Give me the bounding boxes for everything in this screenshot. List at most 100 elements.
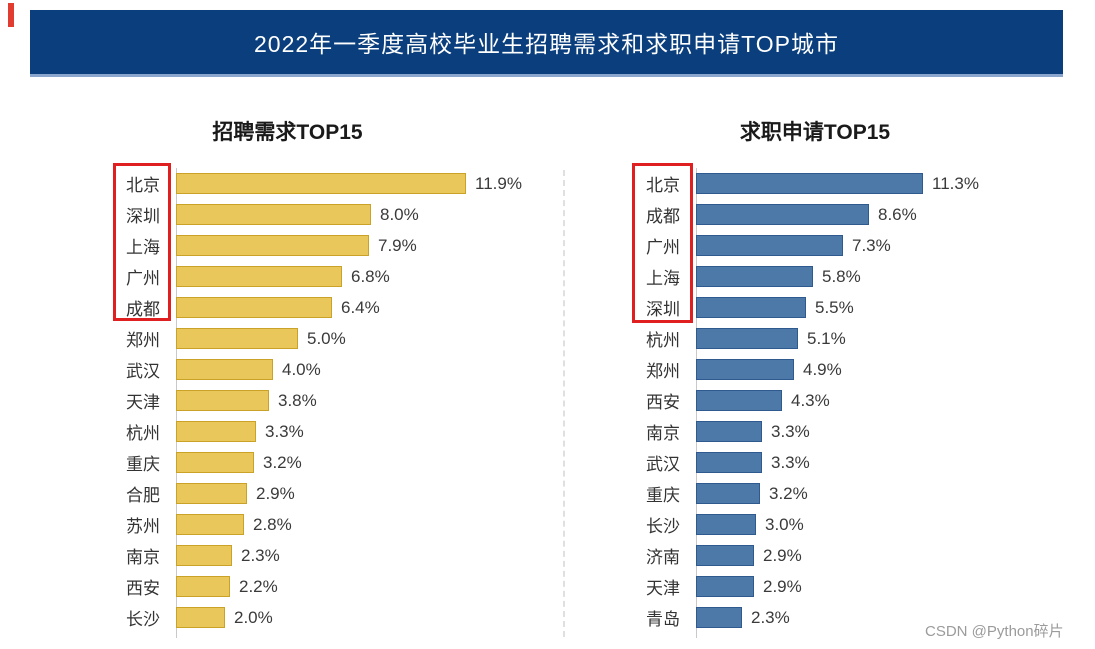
category-label: 长沙 (126, 610, 160, 629)
bar-wrap: 3.8% (176, 385, 555, 416)
page-edge-red-marker (8, 3, 14, 27)
value-label: 2.9% (256, 483, 295, 503)
chart-row: 南京 3.3% (550, 416, 1095, 447)
bar-wrap: 3.2% (176, 447, 555, 478)
value-label: 3.3% (265, 421, 304, 441)
value-label: 5.0% (307, 328, 346, 348)
chart-row: 杭州 3.3% (30, 416, 555, 447)
category-label: 济南 (646, 548, 680, 567)
value-label: 5.8% (822, 266, 861, 286)
value-label: 6.4% (341, 297, 380, 317)
bar (696, 204, 869, 225)
value-label: 11.9% (475, 173, 522, 193)
category-label: 成都 (646, 207, 680, 226)
bar-wrap: 8.6% (696, 199, 1095, 230)
bar-wrap: 4.9% (696, 354, 1095, 385)
bar-wrap: 3.2% (696, 478, 1095, 509)
chart-row: 北京 11.3% (550, 168, 1095, 199)
value-label: 6.8% (351, 266, 390, 286)
bar (176, 297, 332, 318)
bar (696, 297, 806, 318)
value-label: 2.3% (241, 545, 280, 565)
chart-row: 南京 2.3% (30, 540, 555, 571)
dashed-separator-line (563, 170, 565, 637)
bar-wrap: 5.1% (696, 323, 1095, 354)
bar-wrap: 6.4% (176, 292, 555, 323)
bar (176, 204, 371, 225)
bar-wrap: 5.8% (696, 261, 1095, 292)
bar (176, 235, 369, 256)
value-label: 2.0% (234, 607, 273, 627)
category-label: 合肥 (126, 486, 160, 505)
category-label: 南京 (646, 424, 680, 443)
chart-row: 武汉 4.0% (30, 354, 555, 385)
bar-wrap: 2.3% (176, 540, 555, 571)
category-label: 天津 (646, 579, 680, 598)
chart-row: 济南 2.9% (550, 540, 1095, 571)
bar-wrap: 7.9% (176, 230, 555, 261)
category-label: 苏州 (126, 517, 160, 536)
category-label: 长沙 (646, 517, 680, 536)
demand-chart-title: 招聘需求TOP15 (212, 121, 363, 144)
bar-wrap: 2.2% (176, 571, 555, 602)
category-label: 广州 (126, 269, 160, 288)
bar (176, 390, 269, 411)
bar (176, 328, 298, 349)
value-label: 2.8% (253, 514, 292, 534)
value-label: 3.3% (771, 421, 810, 441)
watermark: CSDN @Python碎片 (925, 623, 1064, 640)
bar (176, 266, 342, 287)
value-label: 5.5% (815, 297, 854, 317)
bar-wrap: 5.5% (696, 292, 1095, 323)
category-label: 郑州 (646, 362, 680, 381)
chart-row: 长沙 3.0% (550, 509, 1095, 540)
value-label: 8.6% (878, 204, 917, 224)
bar-wrap: 7.3% (696, 230, 1095, 261)
chart-row: 长沙 2.0% (30, 602, 555, 633)
category-label: 上海 (646, 269, 680, 288)
category-label: 武汉 (126, 362, 160, 381)
category-label: 深圳 (126, 207, 160, 226)
value-label: 3.2% (769, 483, 808, 503)
value-label: 2.2% (239, 576, 278, 596)
chart-row: 深圳 8.0% (30, 199, 555, 230)
category-label: 北京 (126, 176, 160, 195)
value-label: 3.3% (771, 452, 810, 472)
value-label: 2.9% (763, 545, 802, 565)
bar-wrap: 3.0% (696, 509, 1095, 540)
value-label: 4.0% (282, 359, 321, 379)
banner: 2022年一季度高校毕业生招聘需求和求职申请TOP城市 (30, 10, 1063, 77)
bar (696, 576, 754, 597)
chart-row: 合肥 2.9% (30, 478, 555, 509)
category-label: 杭州 (126, 424, 160, 443)
category-label: 西安 (126, 579, 160, 598)
value-label: 2.3% (751, 607, 790, 627)
value-label: 3.8% (278, 390, 317, 410)
chart-row: 北京 11.9% (30, 168, 555, 199)
category-label: 郑州 (126, 331, 160, 350)
bar-wrap: 4.0% (176, 354, 555, 385)
chart-row: 武汉 3.3% (550, 447, 1095, 478)
chart-row: 重庆 3.2% (30, 447, 555, 478)
chart-row: 成都 8.6% (550, 199, 1095, 230)
value-label: 11.3% (932, 173, 979, 193)
bar (696, 359, 794, 380)
bar-wrap: 2.9% (696, 540, 1095, 571)
category-label: 南京 (126, 548, 160, 567)
bar-wrap: 4.3% (696, 385, 1095, 416)
chart-row: 苏州 2.8% (30, 509, 555, 540)
bar (176, 607, 225, 628)
bar (696, 173, 923, 194)
category-label: 深圳 (646, 300, 680, 319)
bar (176, 359, 273, 380)
chart-row: 重庆 3.2% (550, 478, 1095, 509)
bar-wrap: 2.9% (696, 571, 1095, 602)
bar (696, 483, 760, 504)
bar (176, 452, 254, 473)
value-label: 3.0% (765, 514, 804, 534)
category-label: 重庆 (126, 455, 160, 474)
category-label: 重庆 (646, 486, 680, 505)
category-label: 青岛 (646, 610, 680, 629)
bar-wrap: 5.0% (176, 323, 555, 354)
value-label: 5.1% (807, 328, 846, 348)
